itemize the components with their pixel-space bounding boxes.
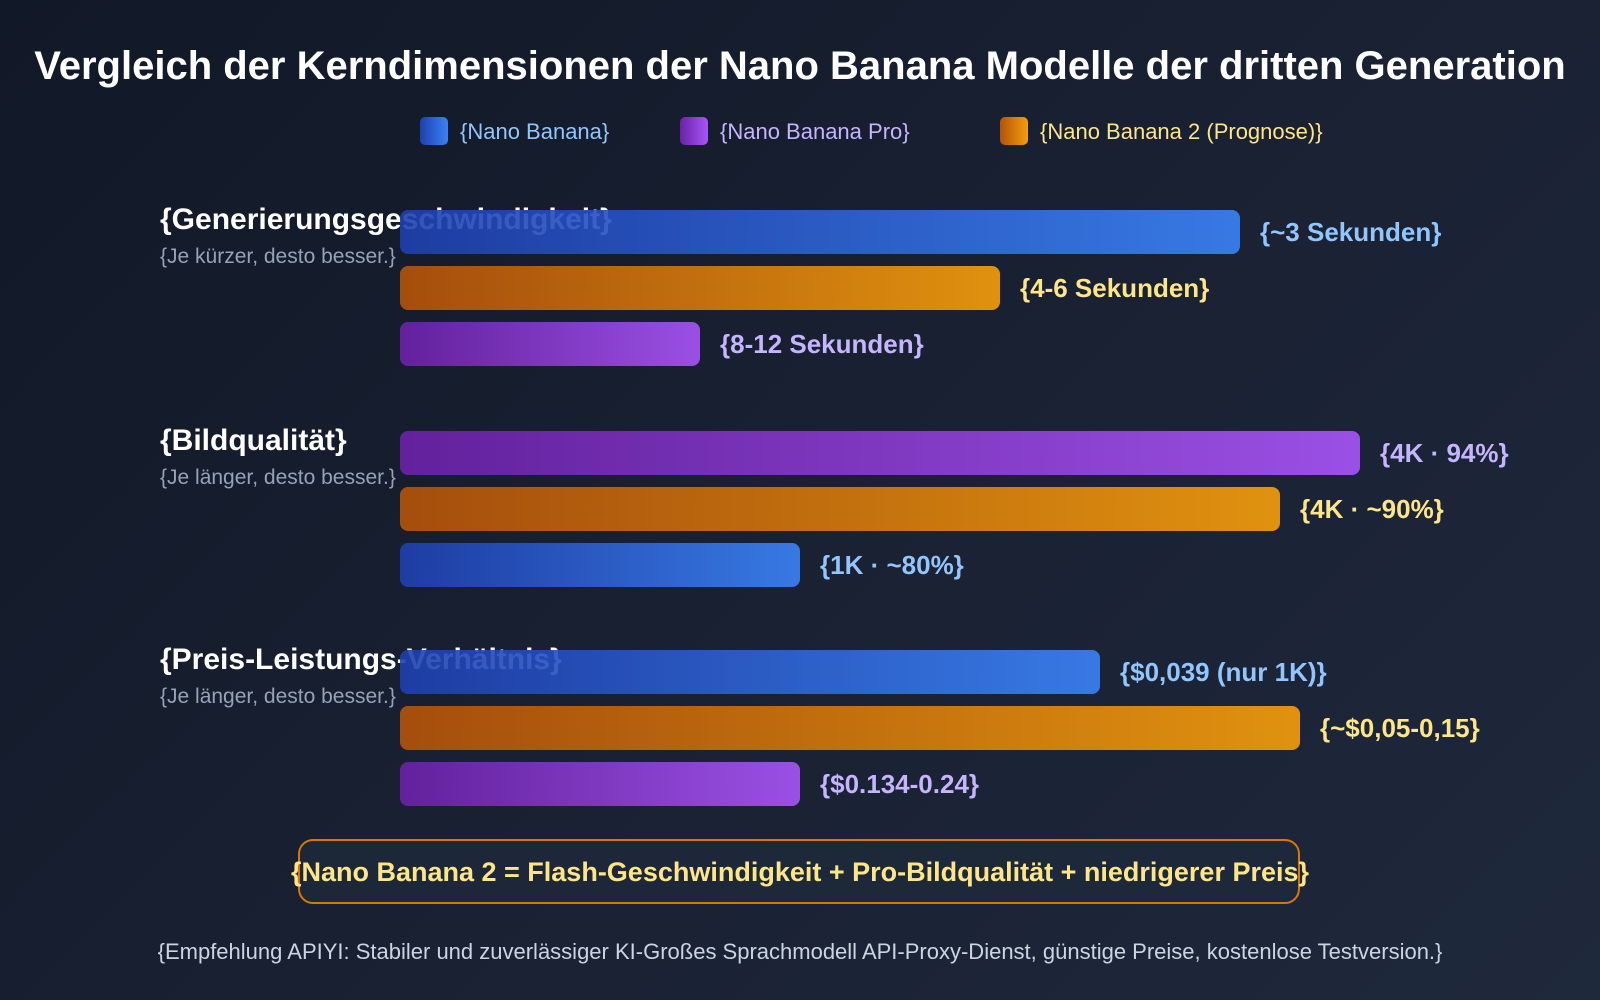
bar-value-label: {4-6 Sekunden}: [1020, 273, 1209, 303]
legend: {Nano Banana} {Nano Banana Pro} {Nano Ba…: [420, 117, 1323, 145]
bar-purple: [400, 431, 1360, 475]
bar-value-label: {8-12 Sekunden}: [720, 329, 924, 359]
bar-value-label: {4K · 94%}: [1380, 438, 1509, 468]
bar-blue: [400, 543, 800, 587]
bar-value-label: {4K · ~90%}: [1300, 494, 1444, 524]
group-subtitle: {Je kürzer, desto besser.}: [160, 245, 396, 268]
bar-value-label: {$0.134-0.24}: [820, 769, 979, 799]
bar-blue: [400, 210, 1240, 254]
bar-orange: [400, 706, 1300, 750]
summary-text: {Nano Banana 2 = Flash-Geschwindigkeit +…: [291, 857, 1310, 887]
bar-orange: [400, 487, 1280, 531]
bar-purple: [400, 322, 700, 366]
bar-value-label: {1K · ~80%}: [820, 550, 964, 580]
bar-value-label: {~3 Sekunden}: [1260, 217, 1441, 247]
legend-swatch-blue: [420, 117, 448, 145]
legend-swatch-purple: [680, 117, 708, 145]
legend-swatch-orange: [1000, 117, 1028, 145]
bar-purple: [400, 762, 800, 806]
group-title: {Bildqualität}: [160, 424, 347, 457]
summary-box: [298, 839, 1300, 904]
chart-title: Vergleich der Kerndimensionen der Nano B…: [34, 44, 1565, 88]
bar-orange: [400, 266, 1000, 310]
bar-blue: [400, 650, 1100, 694]
group-subtitle: {Je länger, desto besser.}: [160, 685, 396, 708]
legend-label-orange: {Nano Banana 2 (Prognose)}: [1040, 119, 1323, 144]
legend-label-blue: {Nano Banana}: [460, 119, 609, 144]
bar-groups: {Generierungsgeschwindigkeit}{Je kürzer,…: [160, 203, 1509, 806]
bar-value-label: {~$0,05-0,15}: [1320, 713, 1480, 743]
bar-value-label: {$0,039 (nur 1K)}: [1120, 657, 1327, 687]
legend-label-purple: {Nano Banana Pro}: [720, 119, 910, 144]
footer-text: {Empfehlung APIYI: Stabiler und zuverläs…: [158, 939, 1443, 964]
group-subtitle: {Je länger, desto besser.}: [160, 466, 396, 489]
